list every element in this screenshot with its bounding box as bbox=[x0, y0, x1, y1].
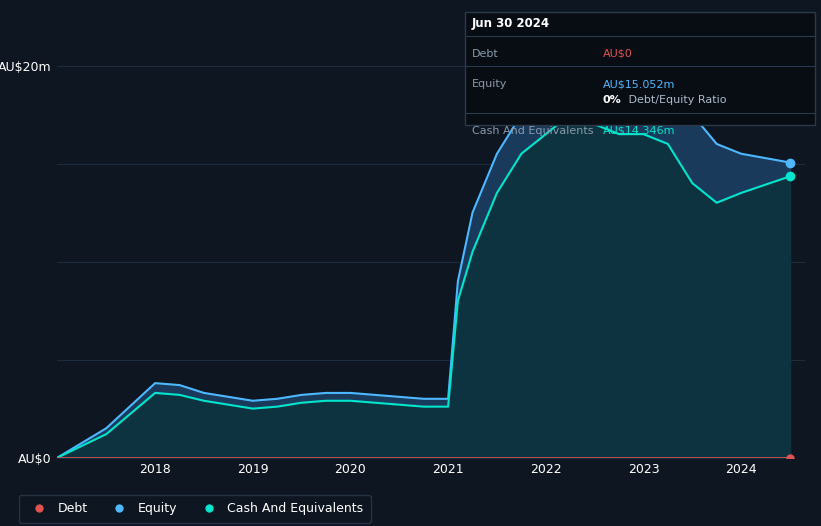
Legend: Debt, Equity, Cash And Equivalents: Debt, Equity, Cash And Equivalents bbox=[19, 494, 371, 522]
Text: Debt/Equity Ratio: Debt/Equity Ratio bbox=[626, 96, 727, 106]
Text: Debt: Debt bbox=[472, 49, 499, 59]
Text: AU$15.052m: AU$15.052m bbox=[603, 79, 675, 89]
Text: Equity: Equity bbox=[472, 79, 507, 89]
Text: AU$14.346m: AU$14.346m bbox=[603, 126, 676, 136]
Text: Cash And Equivalents: Cash And Equivalents bbox=[472, 126, 594, 136]
Text: 0%: 0% bbox=[603, 96, 621, 106]
FancyBboxPatch shape bbox=[465, 12, 815, 125]
Text: Jun 30 2024: Jun 30 2024 bbox=[472, 17, 550, 30]
Text: AU$0: AU$0 bbox=[603, 49, 633, 59]
